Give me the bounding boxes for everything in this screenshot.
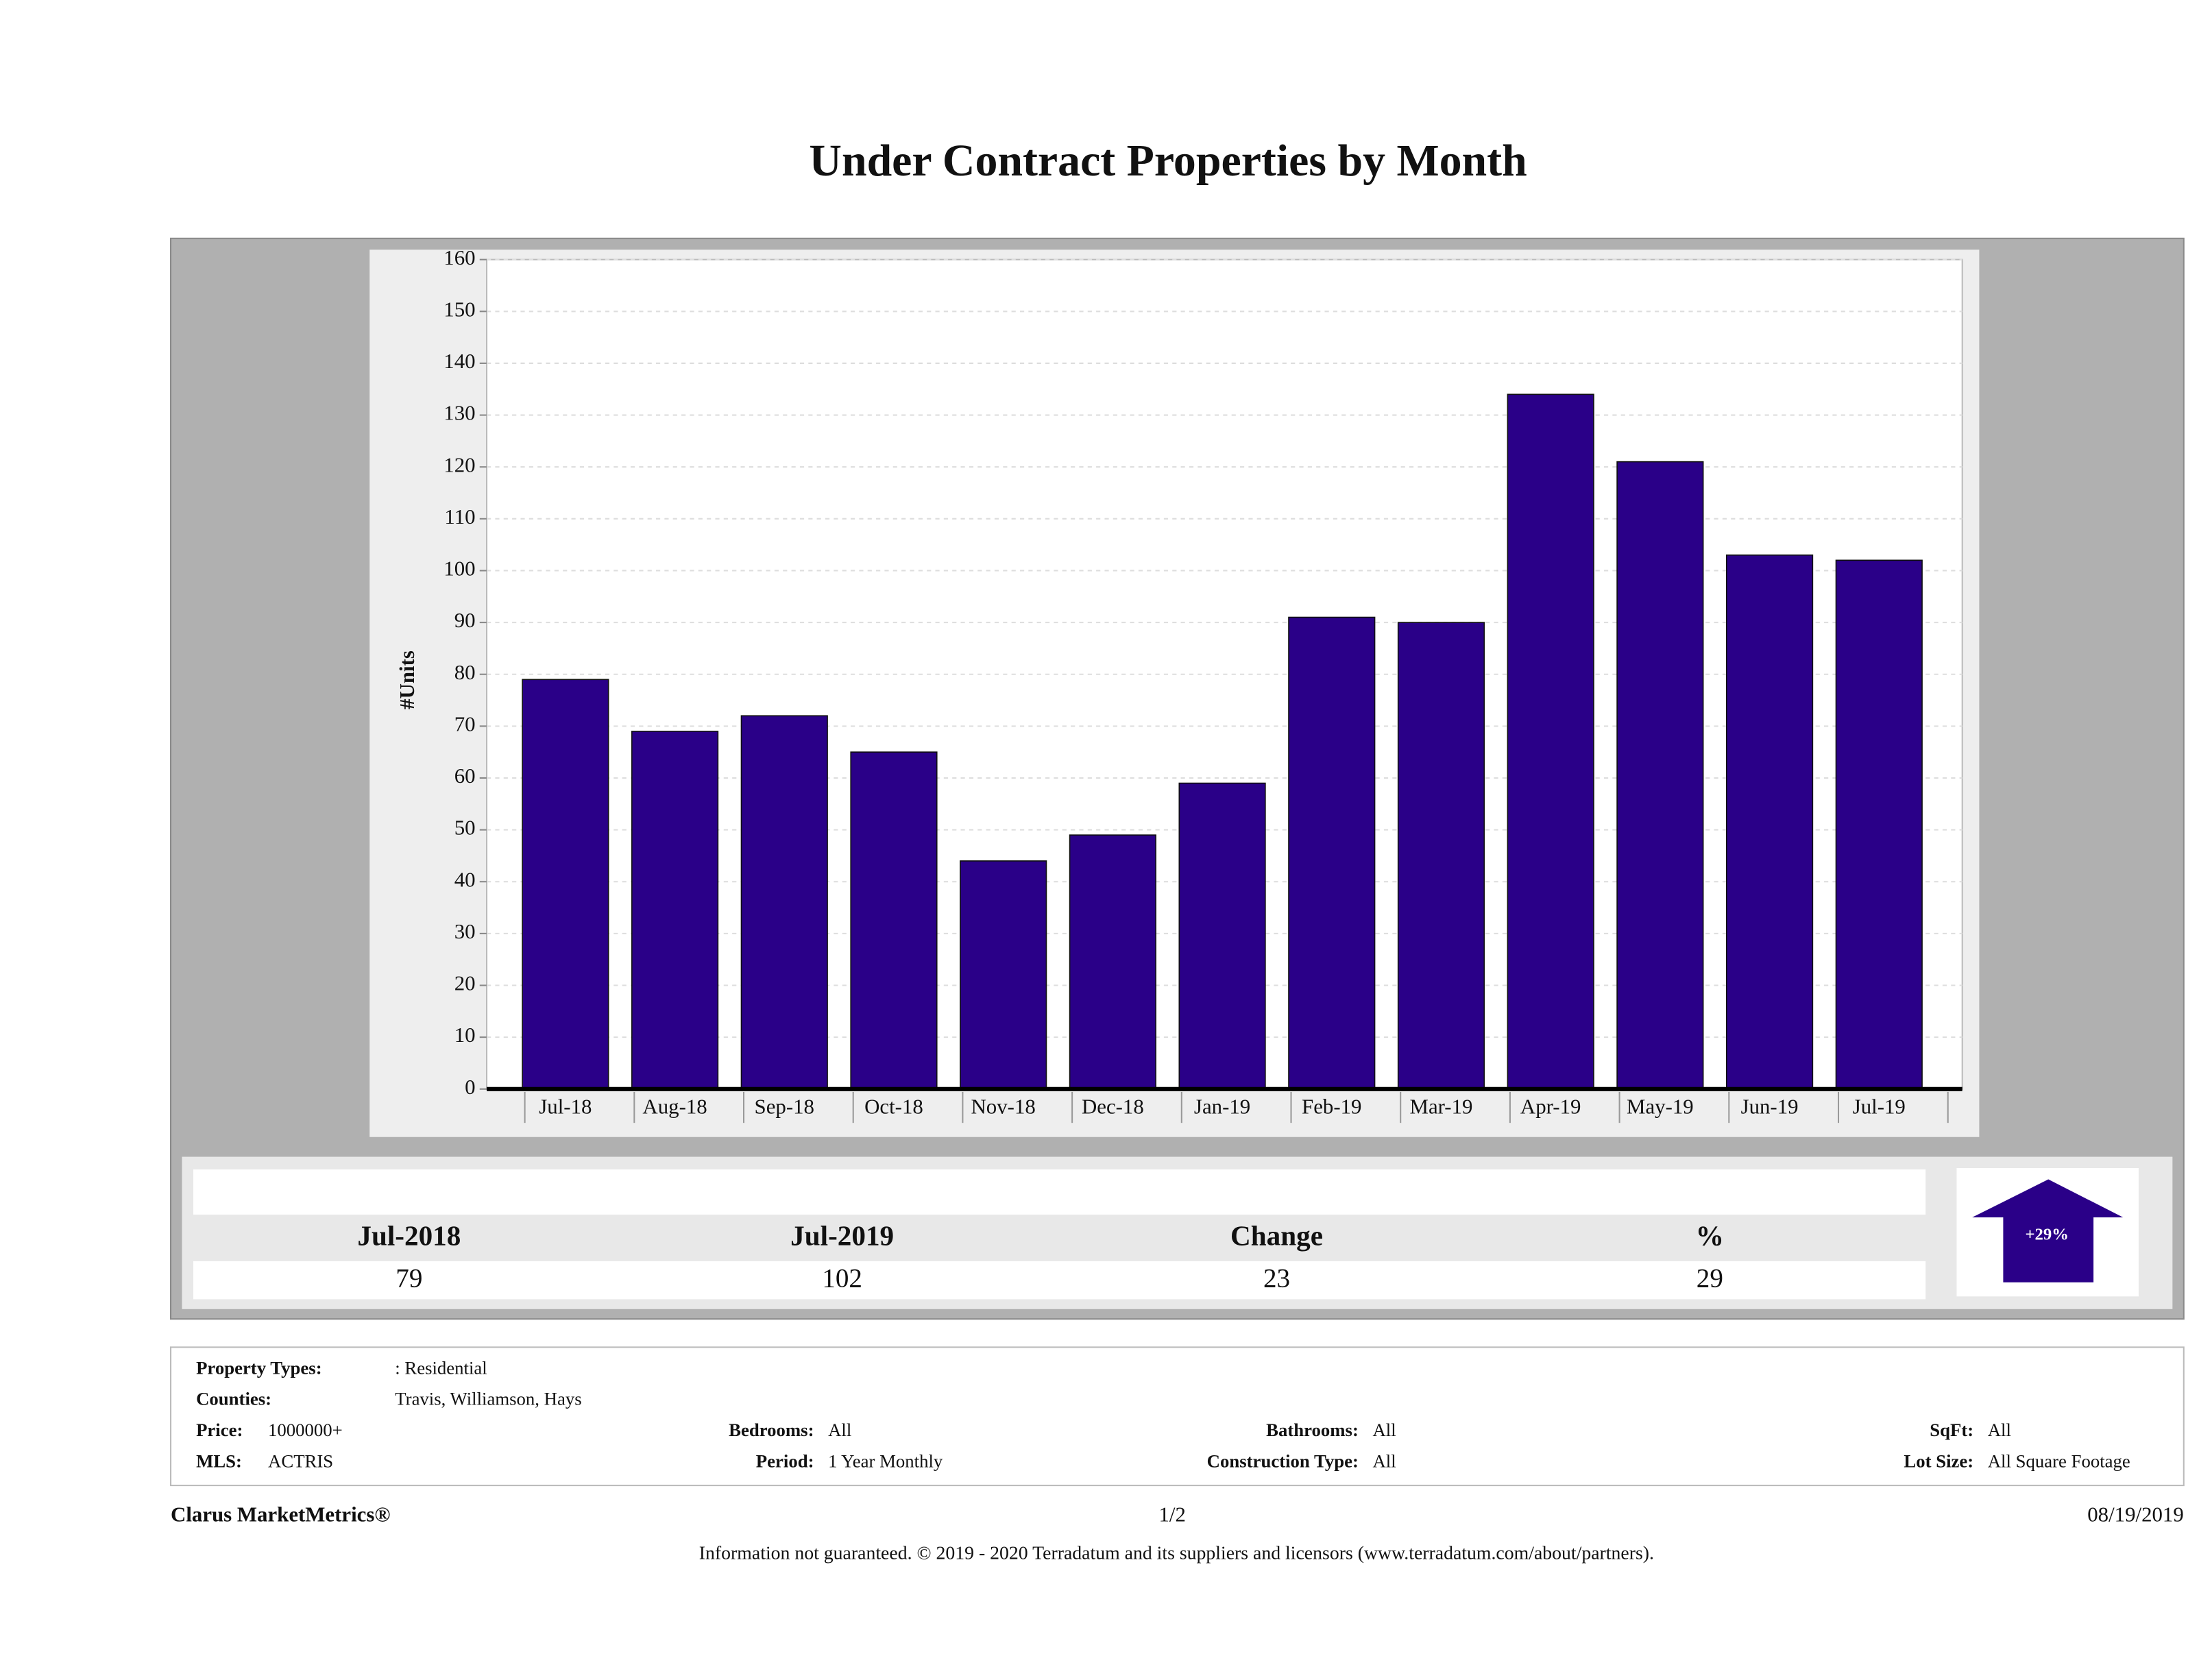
x-tick-label: Oct-18 xyxy=(864,1095,923,1119)
badge-text: +29% xyxy=(2025,1225,2068,1243)
bars: Jul-18 Aug-18 Sep-18 Oct-18 Nov-18 Dec-18 Jan-… xyxy=(522,393,1949,1123)
filter-value: All xyxy=(1372,1450,1396,1471)
summary-value: 102 xyxy=(822,1264,862,1293)
y-tick-label: 160 xyxy=(443,245,475,269)
disclaimer: Information not guaranteed. © 2019 - 202… xyxy=(699,1542,1654,1564)
grid: 0 10 20 30 40 50 60 70 80 90 100 110 120 130 140 150 160 xyxy=(443,245,1962,1099)
x-tick-label: Mar-19 xyxy=(1410,1095,1473,1119)
y-axis-label: #Units xyxy=(395,650,419,709)
filter-label: SqFt: xyxy=(1930,1420,1973,1440)
filter-label: Price: xyxy=(196,1420,243,1440)
bar xyxy=(1725,554,1814,1090)
bar xyxy=(522,679,609,1090)
x-tick-label: Dec-18 xyxy=(1082,1095,1144,1119)
filter-label: Bedrooms: xyxy=(729,1420,814,1440)
bar xyxy=(631,731,719,1090)
filter-value: All xyxy=(828,1420,851,1440)
filter-value: 1 Year Monthly xyxy=(828,1450,943,1471)
filter-value: All xyxy=(1988,1420,2011,1440)
y-tick-label: 80 xyxy=(454,660,476,684)
bar xyxy=(1507,393,1594,1090)
page-number: 1/2 xyxy=(1159,1502,1186,1526)
x-tick-label: Jul-18 xyxy=(539,1095,592,1119)
bar xyxy=(1397,622,1485,1090)
filter-label: Property Types: xyxy=(196,1357,322,1378)
filter-label: Period: xyxy=(756,1450,814,1471)
summary-header: Jul-2019 xyxy=(790,1219,894,1251)
chart-title: Under Contract Properties by Month xyxy=(809,136,1527,186)
filter-value: Travis, Williamson, Hays xyxy=(395,1389,581,1409)
filter-label: Construction Type: xyxy=(1207,1450,1359,1471)
summary-blank-row xyxy=(193,1169,1926,1215)
bar xyxy=(1178,782,1266,1090)
filter-label: Counties: xyxy=(196,1389,271,1409)
brand: Clarus MarketMetrics® xyxy=(171,1502,390,1526)
x-tick-label: Nov-18 xyxy=(971,1095,1036,1119)
up-arrow xyxy=(1972,1179,2124,1282)
bar xyxy=(960,860,1047,1090)
y-tick-label: 10 xyxy=(454,1023,476,1047)
y-tick-label: 20 xyxy=(454,971,476,995)
summary-header: Jul-2018 xyxy=(357,1219,461,1251)
filters-box xyxy=(170,1346,2185,1487)
filter-label: Bathrooms: xyxy=(1266,1420,1359,1440)
y-tick-label: 100 xyxy=(443,557,475,581)
y-tick-label: 120 xyxy=(443,452,475,476)
y-tick-label: 50 xyxy=(454,816,476,840)
filter-value: 1000000+ xyxy=(268,1420,343,1440)
y-tick-label: 150 xyxy=(443,297,475,321)
y-tick-label: 30 xyxy=(454,919,476,943)
y-tick-label: 130 xyxy=(443,401,475,425)
y-tick-label: 60 xyxy=(454,764,476,788)
filter-value: All Square Footage xyxy=(1988,1450,2130,1471)
date: 08/19/2019 xyxy=(2087,1502,2184,1526)
x-tick-label: Aug-18 xyxy=(642,1095,707,1119)
bar xyxy=(1835,559,1923,1090)
y-tick-label: 140 xyxy=(443,349,475,373)
bar xyxy=(1616,461,1704,1090)
x-tick-label: Apr-19 xyxy=(1520,1095,1581,1119)
summary-value: 79 xyxy=(396,1264,422,1293)
filter-value: All xyxy=(1372,1420,1396,1440)
bar xyxy=(1288,616,1376,1090)
summary-header: % xyxy=(1696,1219,1724,1251)
filter-value: ACTRIS xyxy=(268,1450,333,1471)
filter-label: MLS: xyxy=(196,1450,242,1471)
filter-label: Lot Size: xyxy=(1904,1450,1973,1471)
summary-value: 23 xyxy=(1263,1264,1290,1293)
y-tick-label: 0 xyxy=(465,1075,475,1099)
x-tick-label: Jul-19 xyxy=(1853,1095,1906,1119)
bar xyxy=(850,751,938,1090)
x-tick-label: Jun-19 xyxy=(1741,1095,1799,1119)
filter-value: : Residential xyxy=(395,1357,487,1378)
y-tick-label: 40 xyxy=(454,867,476,891)
y-tick-label: 70 xyxy=(454,712,476,735)
summary-header: Change xyxy=(1230,1219,1323,1251)
summary-value-row xyxy=(193,1261,1926,1300)
y-tick-label: 90 xyxy=(454,608,476,632)
x-tick-label: May-19 xyxy=(1627,1095,1694,1119)
bar xyxy=(1069,834,1156,1090)
x-tick-label: Sep-18 xyxy=(755,1095,814,1119)
summary-value: 29 xyxy=(1697,1264,1723,1293)
x-tick-label: Feb-19 xyxy=(1302,1095,1361,1119)
bar xyxy=(740,715,828,1090)
y-tick-label: 110 xyxy=(444,504,475,528)
x-tick-label: Jan-19 xyxy=(1194,1095,1250,1119)
